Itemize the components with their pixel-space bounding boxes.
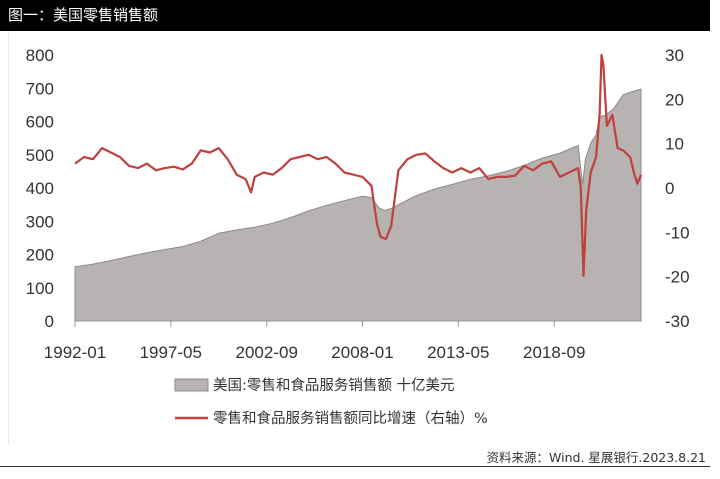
footer-divider [0,466,710,467]
x-tick-label-2: 2002-09 [236,343,298,362]
right-tick-label-20: 20 [665,90,684,109]
legend: 美国:零售和食品服务销售额 十亿美元 零售和食品服务销售额同比增速（右轴）% [174,377,488,427]
right-tick-label--10: -10 [665,223,690,242]
area-series-retail-sales [74,88,642,322]
x-axis-ticks: 1992-01 1997-05 2002-09 2008-01 2013-05 2018-… [44,343,586,362]
right-tick-label-30: 30 [665,46,684,65]
legend-swatch-area [174,378,209,392]
axes-layer [74,320,641,327]
area-layer [74,88,642,322]
right-tick-label--30: -30 [665,312,690,331]
left-tick-label-200: 200 [26,246,54,265]
x-tick-label-1: 1997-05 [140,343,202,362]
x-tick-label-0: 1992-01 [44,343,106,362]
legend-label-line: 零售和食品服务销售额同比增速（右轴）% [213,410,488,427]
left-tick-label-100: 100 [26,279,54,298]
right-tick-label--20: -20 [665,268,690,287]
x-tick-label-5: 2018-09 [523,343,585,362]
left-tick-label-600: 600 [26,113,54,132]
right-tick-label-0: 0 [665,179,674,198]
right-axis-ticks: -30 -20 -10 0 10 20 30 [665,46,690,331]
left-axis-ticks: 0 100 200 300 400 500 600 700 800 [26,46,54,331]
legend-label-area: 美国:零售和食品服务销售额 十亿美元 [213,377,455,394]
chart-title: 图一：美国零售销售额 [8,6,159,24]
x-tick-label-3: 2008-01 [331,343,393,362]
chart-title-bar: 图一：美国零售销售额 [0,0,710,31]
sales-chart: 0 100 200 300 400 500 600 700 800 -30 -20 -10 0 10 20… [26,46,690,427]
left-tick-label-0: 0 [45,312,54,331]
left-tick-label-500: 500 [26,146,54,165]
left-tick-label-300: 300 [26,212,54,231]
source-note: 资料来源：Wind. 星展银行.2023.8.21 [486,450,706,465]
left-tick-label-700: 700 [26,79,54,98]
left-tick-label-800: 800 [26,46,54,65]
right-tick-label-10: 10 [665,135,684,154]
line-series-yoy-growth [74,53,643,277]
chart-frame [8,31,711,444]
left-tick-label-400: 400 [26,179,54,198]
line-layer [74,53,643,277]
x-tick-label-4: 2013-05 [427,343,489,362]
